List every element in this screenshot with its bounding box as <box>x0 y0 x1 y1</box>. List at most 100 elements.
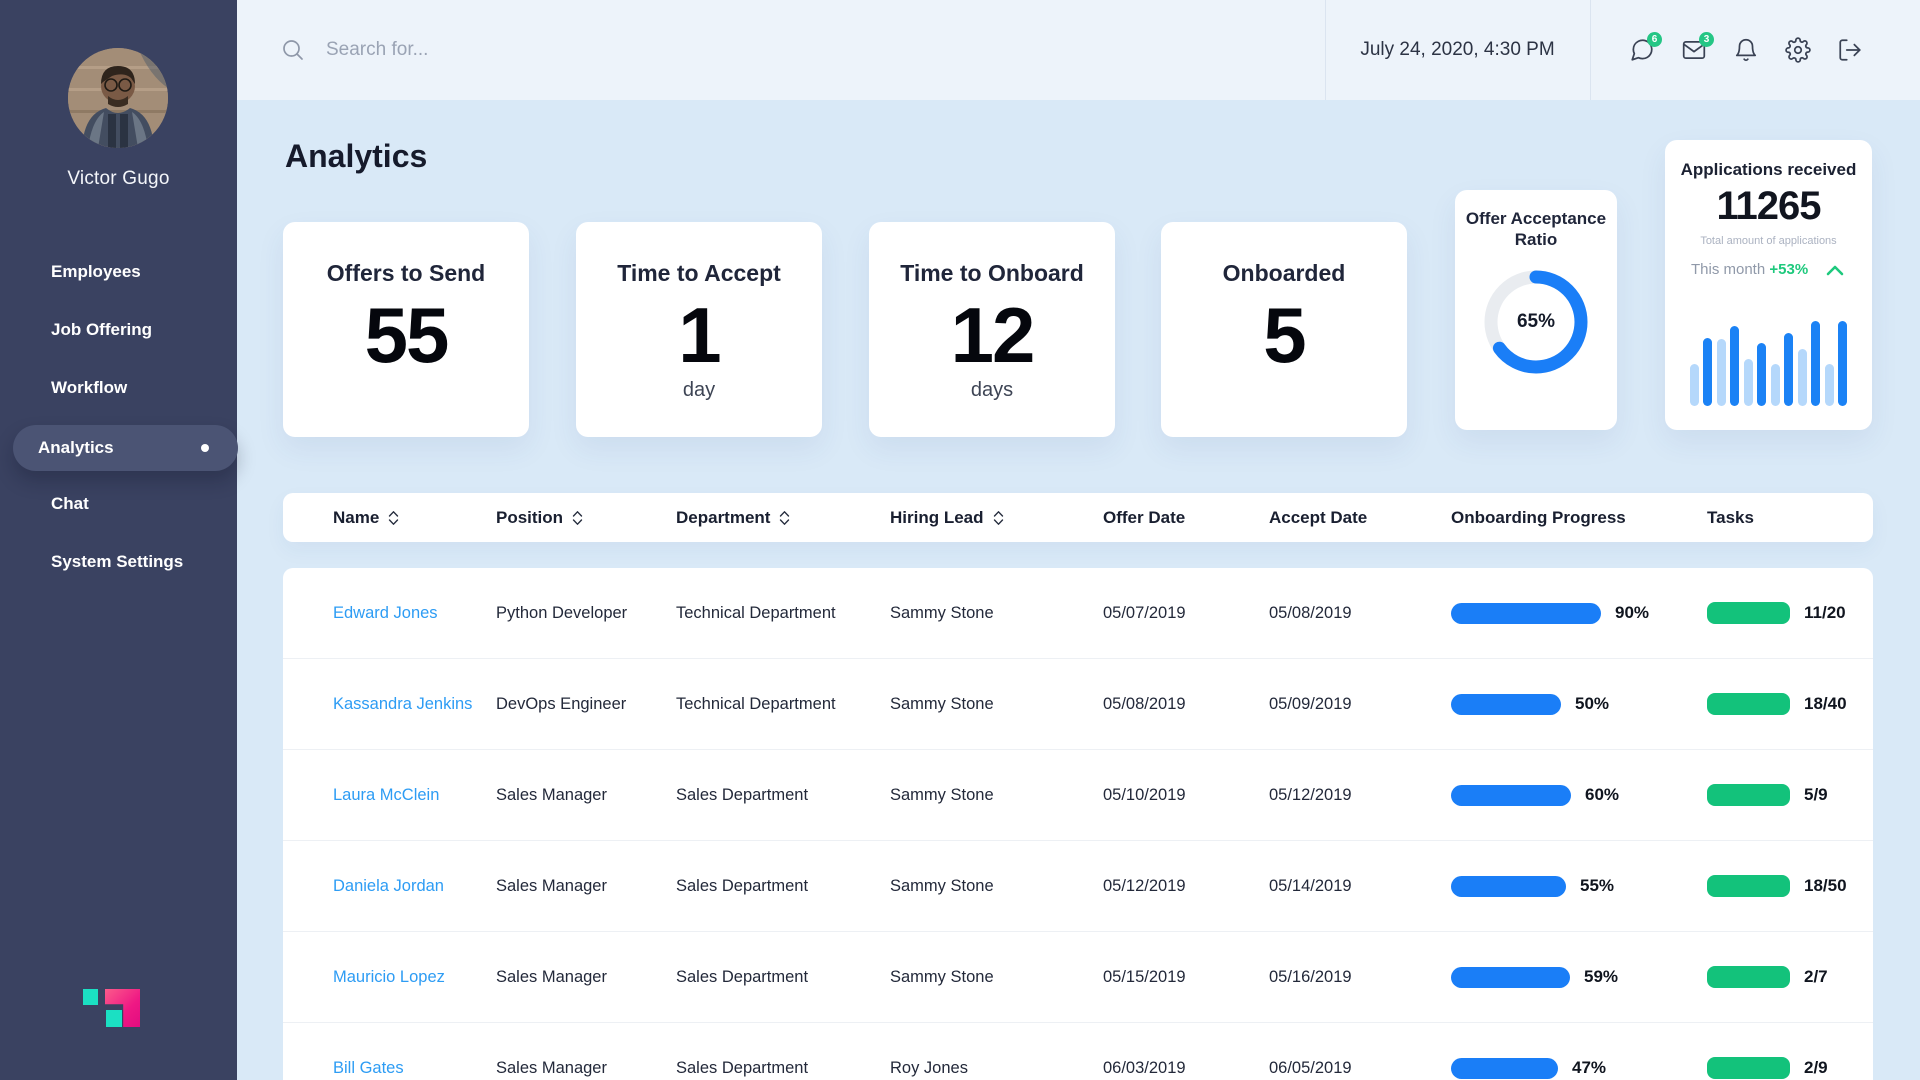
applications-received-card: Applications received 11265 Total amount… <box>1665 140 1872 430</box>
employee-name-link[interactable]: Bill Gates <box>333 1058 404 1077</box>
cell-offer-date: 05/10/2019 <box>1103 785 1186 804</box>
employee-name-link[interactable]: Mauricio Lopez <box>333 967 445 986</box>
sidebar-item-chat[interactable]: Chat <box>51 494 89 513</box>
chat-button[interactable]: 6 <box>1629 32 1662 63</box>
offer-acceptance-card: Offer Acceptance Ratio 65% <box>1455 190 1617 430</box>
applications-title: Applications received <box>1680 160 1857 179</box>
employee-name-link[interactable]: Laura McClein <box>333 785 440 804</box>
employee-name-link[interactable]: Kassandra Jenkins <box>333 694 473 713</box>
stat-label: Onboarded <box>1222 260 1346 286</box>
cell-department: Sales Department <box>676 876 809 895</box>
stat-value: 55 <box>364 291 450 379</box>
active-indicator-dot <box>201 444 209 452</box>
tasks-bar <box>1707 602 1790 624</box>
mini-bar <box>1770 364 1780 406</box>
cell-department: Sales Department <box>676 967 809 986</box>
tasks-label: 2/7 <box>1804 967 1828 986</box>
datetime-display: July 24, 2020, 4:30 PM <box>1360 39 1555 60</box>
settings-button[interactable] <box>1785 37 1811 63</box>
mini-bar <box>1824 364 1834 406</box>
cell-offer-date: 05/15/2019 <box>1103 967 1186 986</box>
column-header-position[interactable]: Position <box>496 493 671 542</box>
onboarding-progress-bar <box>1451 1057 1558 1079</box>
mini-bar <box>1837 321 1847 406</box>
logout-button[interactable] <box>1837 37 1863 63</box>
stat-value: 12 <box>950 291 1036 379</box>
stat-unit: day <box>682 379 716 401</box>
sort-icon[interactable] <box>993 510 1004 526</box>
topbar-icons: 6 3 <box>1629 0 1863 100</box>
chat-badge: 6 <box>1647 32 1662 47</box>
cell-position: Sales Manager <box>496 1058 607 1077</box>
mini-bar <box>1743 359 1753 406</box>
tasks-label: 11/20 <box>1804 603 1846 622</box>
cell-position: Sales Manager <box>496 785 607 804</box>
stat-label: Time to Onboard <box>900 260 1084 286</box>
column-header-offer-date: Offer Date <box>1103 493 1248 542</box>
column-label: Tasks <box>1707 507 1754 527</box>
mini-bar <box>1757 343 1767 406</box>
chat-icon <box>1631 39 1653 61</box>
cell-hiring-lead: Sammy Stone <box>890 785 994 804</box>
tasks-bar <box>1707 875 1790 897</box>
search-input[interactable]: Search for... <box>326 39 429 60</box>
topbar-divider <box>1325 0 1326 100</box>
onboarding-progress-bar <box>1451 875 1566 897</box>
employee-name-link[interactable]: Daniela Jordan <box>333 876 444 895</box>
page-title: Analytics <box>285 138 428 174</box>
mini-bar <box>1797 349 1807 406</box>
donut-title-line2: Ratio <box>1514 230 1558 249</box>
column-header-department[interactable]: Department <box>676 493 881 542</box>
cell-position: Python Developer <box>496 603 628 622</box>
tasks-label: 2/9 <box>1804 1058 1828 1077</box>
onboarding-progress-bar <box>1451 784 1571 806</box>
column-header-name[interactable]: Name <box>333 493 493 542</box>
sort-icon[interactable] <box>572 510 583 526</box>
progress-label: 60% <box>1585 785 1620 804</box>
search-bar[interactable]: Search for... <box>280 0 428 100</box>
sidebar-item-employees[interactable]: Employees <box>51 262 141 281</box>
notifications-button[interactable] <box>1733 37 1759 63</box>
stat-label: Time to Accept <box>617 260 781 286</box>
avatar-illustration <box>68 48 168 148</box>
mail-button[interactable]: 3 <box>1681 32 1714 63</box>
sidebar-item-job-offering[interactable]: Job Offering <box>51 320 153 339</box>
column-header-tasks: Tasks <box>1707 493 1867 542</box>
avatar[interactable] <box>68 48 168 148</box>
mini-bar <box>1716 339 1726 406</box>
table-row: Mauricio Lopez Sales Manager Sales Depar… <box>283 932 1873 1023</box>
stat-label: Offers to Send <box>326 260 486 286</box>
column-header-onboarding-progress: Onboarding Progress <box>1451 493 1701 542</box>
topbar-divider <box>1590 0 1591 100</box>
sidebar-item-system-settings[interactable]: System Settings <box>51 552 184 571</box>
tasks-label: 18/50 <box>1804 876 1847 895</box>
chevron-up-icon <box>1826 265 1844 275</box>
cell-department: Technical Department <box>676 694 836 713</box>
progress-label: 50% <box>1575 694 1610 713</box>
logo-square-bottom <box>106 1010 122 1027</box>
sidebar-item-workflow[interactable]: Workflow <box>51 378 128 397</box>
stat-value: 5 <box>1263 291 1306 379</box>
applications-bar-chart <box>1690 320 1847 406</box>
cell-department: Sales Department <box>676 785 809 804</box>
cell-hiring-lead: Sammy Stone <box>890 876 994 895</box>
sort-icon[interactable] <box>779 510 790 526</box>
onboarding-progress-bar <box>1451 966 1570 988</box>
sidebar-item-analytics[interactable]: Analytics <box>0 426 237 470</box>
cell-accept-date: 05/16/2019 <box>1269 967 1352 986</box>
mail-icon <box>1682 41 1706 59</box>
progress-label: 59% <box>1584 967 1619 986</box>
cell-hiring-lead: Sammy Stone <box>890 694 994 713</box>
employee-name-link[interactable]: Edward Jones <box>333 603 438 622</box>
onboarding-progress-bar <box>1451 602 1601 624</box>
column-header-hiring-lead[interactable]: Hiring Lead <box>890 493 1055 542</box>
table-body: Edward Jones Python Developer Technical … <box>283 568 1873 1080</box>
progress-label: 55% <box>1580 876 1615 895</box>
sidebar: Victor Gugo Employees Job Offering Workf… <box>0 0 238 1080</box>
mini-bar <box>1690 364 1699 406</box>
stat-unit: days <box>970 379 1014 401</box>
active-nav-highlight <box>13 425 238 471</box>
sort-icon[interactable] <box>388 510 399 526</box>
donut-center-label: 65% <box>1516 311 1556 332</box>
cell-accept-date: 05/08/2019 <box>1269 603 1352 622</box>
